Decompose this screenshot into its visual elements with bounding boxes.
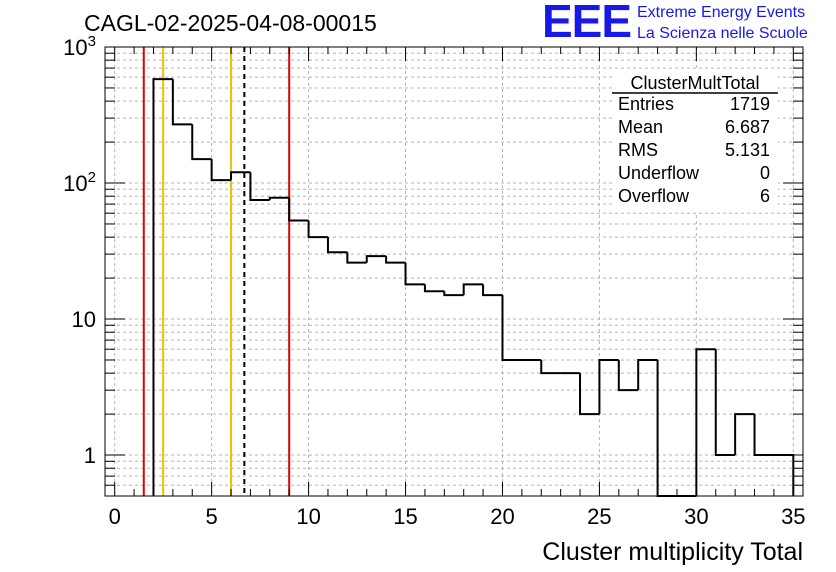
stats-label: RMS — [618, 140, 658, 160]
histogram-bin — [210, 159, 232, 182]
histogram-bin — [695, 348, 716, 496]
histogram-bin — [385, 256, 406, 264]
histogram-bin — [152, 78, 173, 496]
histogram-bin — [540, 359, 561, 375]
histogram-bin — [734, 413, 755, 456]
logo-line-1: Extreme Energy Events — [637, 4, 806, 21]
histogram-bin — [462, 283, 484, 296]
histogram-bin — [404, 262, 425, 286]
eee-logo: EEE Extreme Energy Events La Scienza nel… — [542, 0, 834, 48]
stats-value: 6.687 — [725, 117, 770, 137]
histogram-bin — [288, 197, 309, 222]
histogram-bin — [501, 295, 522, 361]
histogram-bin — [191, 124, 212, 161]
x-axis-label: Cluster multiplicity Total — [542, 538, 803, 566]
run-title: CAGL-02-2025-04-08-00015 — [84, 10, 377, 36]
x-tick-label: 10 — [296, 504, 320, 529]
stats-value: 0 — [760, 163, 770, 183]
logo-mark: EEE — [542, 0, 632, 47]
x-tick-labels: 0 5 10 15 20 25 30 35 — [109, 504, 806, 529]
histogram-bin — [230, 171, 251, 181]
x-tick-label: 35 — [781, 504, 805, 529]
histogram-bin — [326, 237, 348, 254]
stats-label: Mean — [618, 117, 663, 137]
histogram-bin — [617, 359, 639, 392]
y-tick-label: 102 — [63, 169, 96, 196]
histogram-bin — [598, 358, 619, 415]
histogram-bin — [579, 373, 600, 416]
cut-lines — [142, 47, 291, 496]
histogram-bin — [753, 414, 774, 457]
stats-label: Underflow — [618, 163, 700, 183]
stats-label: Overflow — [618, 186, 690, 206]
histogram-bin — [423, 284, 445, 293]
histogram-bin — [346, 252, 367, 264]
y-tick-labels: 1 10 102 103 — [63, 33, 96, 468]
stats-value: 6 — [760, 186, 770, 206]
stats-value: 1719 — [730, 94, 770, 114]
x-tick-label: 15 — [393, 504, 417, 529]
x-tick-label: 25 — [587, 504, 611, 529]
histogram-bin — [656, 359, 677, 497]
x-tick-label: 5 — [206, 504, 218, 529]
histogram-bin — [249, 172, 270, 202]
histogram-bin — [171, 79, 193, 126]
y-tick-label: 103 — [63, 33, 96, 60]
stats-label: Entries — [618, 94, 674, 114]
x-tick-label: 30 — [684, 504, 708, 529]
histogram-bin — [268, 196, 290, 201]
x-tick-label: 20 — [490, 504, 514, 529]
histogram-bin — [307, 220, 328, 239]
histogram-bin — [365, 255, 387, 263]
histogram-bin — [482, 284, 503, 297]
y-tick-label: 10 — [72, 307, 96, 332]
stats-value: 5.131 — [725, 140, 770, 160]
plot-frame — [104, 46, 804, 497]
x-tick-label: 0 — [109, 504, 121, 529]
histogram-bin — [443, 291, 464, 297]
histogram-bin — [637, 358, 658, 391]
y-tick-label: 1 — [84, 443, 96, 468]
logo-line-2: La Scienza nelle Scuole — [637, 25, 808, 42]
stats-box-title: ClusterMultTotal — [630, 73, 759, 93]
axes — [104, 46, 804, 497]
histogram-bin — [714, 349, 736, 457]
